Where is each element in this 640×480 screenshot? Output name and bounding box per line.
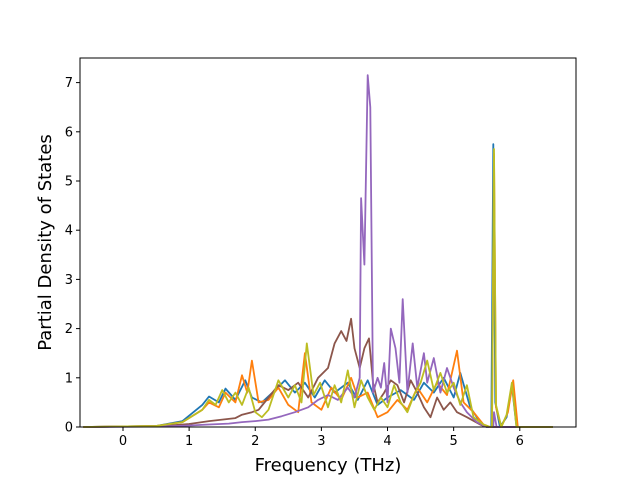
x-tick-label: 4 — [383, 434, 391, 449]
y-axis-ticks: 0 1 2 3 4 5 6 7 — [65, 76, 80, 436]
x-tick-label: 5 — [450, 434, 458, 449]
y-axis-label: Partial Density of States — [35, 134, 56, 351]
y-tick-label: 1 — [65, 371, 73, 386]
x-tick-label: 2 — [251, 434, 259, 449]
y-tick-label: 3 — [65, 273, 73, 288]
x-axis-label: Frequency (THz) — [255, 455, 402, 476]
x-tick-label: 1 — [185, 434, 193, 449]
y-tick-label: 6 — [65, 125, 73, 140]
x-axis-ticks: 0 1 2 3 4 5 6 — [119, 427, 524, 449]
series-line-5 — [83, 148, 553, 428]
x-tick-label: 6 — [516, 434, 524, 449]
y-tick-label: 4 — [65, 224, 73, 239]
y-tick-label: 7 — [65, 76, 73, 91]
y-tick-label: 5 — [65, 175, 73, 190]
y-tick-label: 0 — [65, 421, 73, 436]
x-tick-label: 3 — [317, 434, 325, 449]
series-line-4 — [83, 74, 553, 428]
series-line-3 — [83, 317, 553, 428]
y-tick-label: 2 — [65, 322, 73, 337]
x-tick-label: 0 — [119, 434, 127, 449]
plot-frame — [79, 57, 577, 428]
series-layer — [83, 74, 553, 428]
